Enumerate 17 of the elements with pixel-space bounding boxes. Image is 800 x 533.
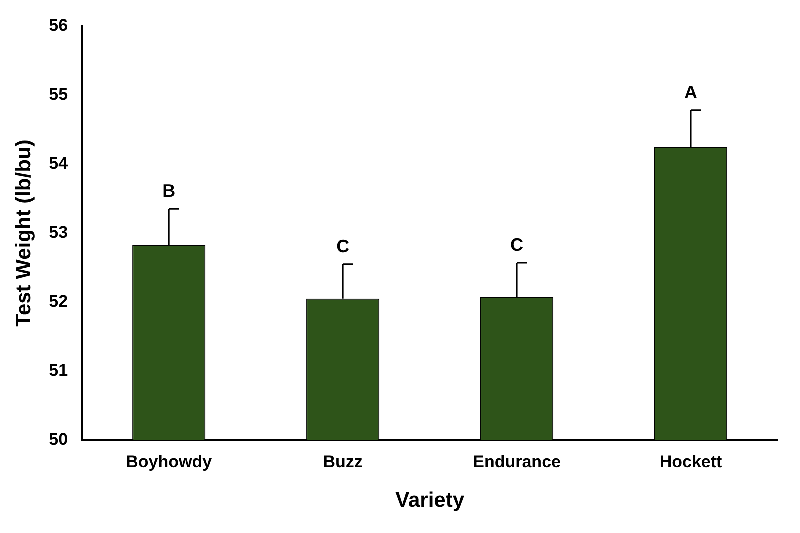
- annotation: C: [510, 234, 524, 255]
- annotation: A: [684, 82, 698, 102]
- x-tick-label: Endurance: [473, 452, 561, 472]
- x-axis-title: Variety: [396, 489, 465, 512]
- y-tick-label: 56: [49, 16, 68, 35]
- x-tick-label: Boyhowdy: [126, 452, 213, 472]
- y-tick-label: 55: [49, 84, 68, 104]
- x-tick-label: Buzz: [323, 452, 363, 472]
- annotation: B: [162, 181, 176, 202]
- x-tick-label: Hockett: [660, 452, 723, 472]
- y-tick-label: 51: [49, 361, 68, 380]
- y-tick-label: 50: [49, 430, 68, 450]
- y-axis-title: Test Weight (lb/bu): [12, 140, 36, 327]
- y-tick-label: 53: [49, 222, 68, 242]
- y-tick-label: 54: [49, 154, 69, 173]
- annotation: C: [336, 236, 350, 256]
- y-tick-label: 52: [49, 292, 68, 312]
